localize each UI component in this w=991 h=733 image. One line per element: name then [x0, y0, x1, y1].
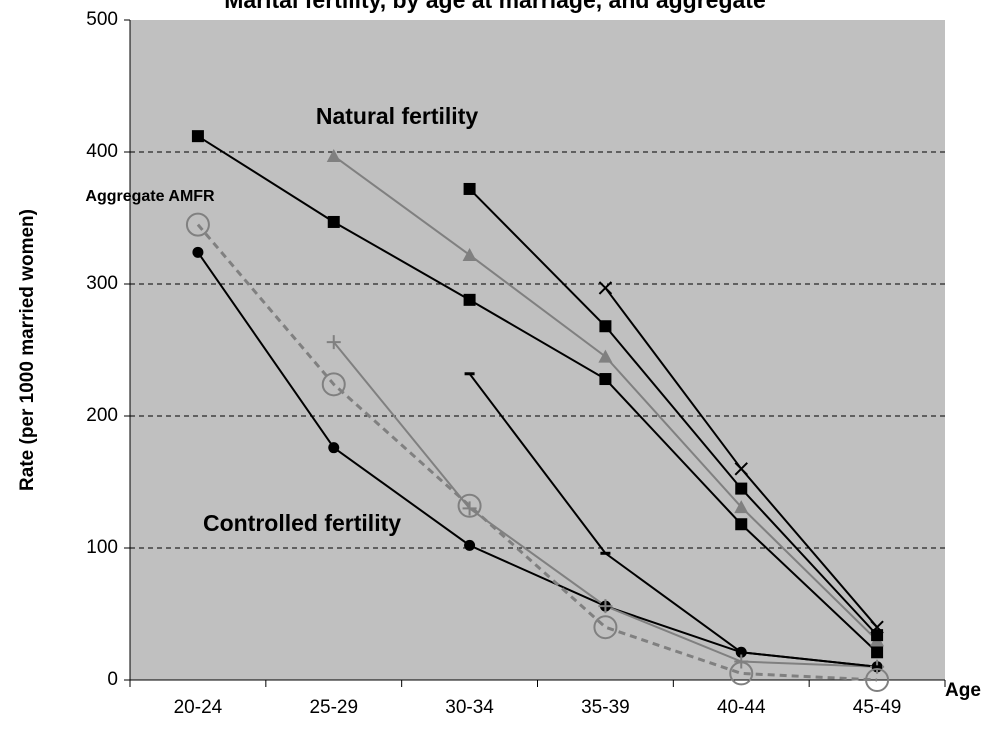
marker — [321, 372, 346, 397]
annotation: Controlled fertility — [203, 510, 401, 536]
marker — [865, 668, 890, 692]
marker — [462, 501, 477, 516]
marker — [598, 599, 613, 614]
series-line — [468, 188, 878, 636]
y-tick-label: 0 — [107, 669, 118, 690]
marker — [729, 661, 754, 686]
plot-area — [130, 20, 945, 680]
marker — [191, 130, 204, 143]
x-tick-label: 30-34 — [445, 697, 494, 718]
marker — [463, 182, 476, 195]
marker — [593, 615, 618, 640]
y-tick-label: 400 — [86, 141, 118, 162]
marker — [192, 246, 204, 258]
marker — [457, 493, 482, 518]
marker — [598, 349, 613, 363]
marker — [326, 335, 341, 350]
y-tick-label: 300 — [86, 273, 118, 294]
chart-title: Marital fertility, by age at marriage, a… — [224, 0, 766, 13]
y-tick-label: 500 — [86, 9, 118, 30]
marker — [735, 518, 748, 531]
series-line — [196, 223, 878, 682]
annotation: Natural fertility — [316, 103, 479, 129]
marker — [326, 148, 341, 162]
marker — [871, 646, 884, 659]
y-tick-label: 200 — [86, 405, 118, 426]
marker — [464, 539, 476, 551]
marker — [599, 320, 612, 333]
x-tick-label: 45-49 — [853, 697, 902, 718]
marker — [328, 442, 340, 454]
annotation: Aggregate AMFR — [85, 188, 215, 205]
marker — [871, 629, 884, 642]
marker — [870, 620, 884, 634]
marker — [327, 215, 340, 228]
marker — [735, 482, 748, 495]
x-axis-label: Age — [945, 680, 981, 701]
marker — [734, 500, 749, 514]
marker — [185, 212, 210, 237]
x-tick-label: 35-39 — [581, 697, 630, 718]
series-line — [197, 135, 878, 654]
marker — [598, 281, 613, 295]
series-line — [468, 373, 878, 668]
x-tick-label: 20-24 — [174, 697, 223, 718]
marker — [734, 462, 748, 476]
marker — [599, 373, 612, 386]
marker — [462, 247, 477, 261]
x-tick-label: 25-29 — [309, 697, 358, 718]
x-tick-label: 40-44 — [717, 697, 766, 718]
y-tick-label: 100 — [86, 537, 118, 558]
marker — [463, 293, 476, 306]
y-axis-label: Rate (per 1000 married women) — [17, 209, 38, 491]
